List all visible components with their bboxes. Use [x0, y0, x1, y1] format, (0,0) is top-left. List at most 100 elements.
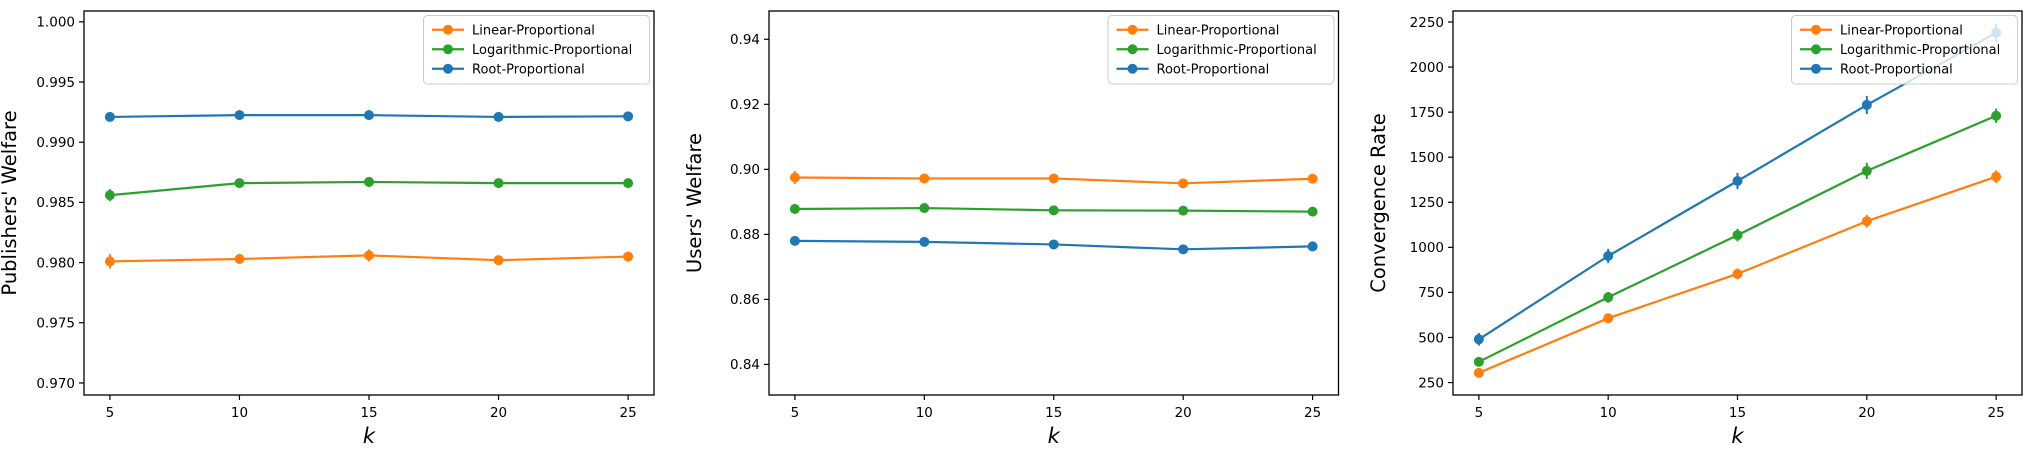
x-tick-label: 5: [1475, 405, 1484, 421]
data-point: [104, 256, 115, 267]
y-tick-label: 1000: [1410, 240, 1444, 256]
publishers-welfare-chart: 0.970 0.975 0.980 0.985 0.990 0.995 1.000 5 10 15…: [0, 10, 655, 448]
data-point: [1603, 292, 1614, 303]
legend-marker: [443, 44, 453, 55]
data-point: [623, 251, 634, 262]
legend-entry: Root-Proportional: [472, 62, 585, 77]
data-point: [1473, 356, 1484, 367]
legend-marker: [1127, 63, 1138, 74]
legend-marker: [1127, 24, 1138, 35]
panel-convergence-rate: 250 500 750 1000 1250 1500 1750 2000 2250 5 10 15 20…: [1354, 0, 2031, 453]
legend-entry: Linear-Proportional: [1157, 23, 1280, 38]
y-axis-label: Publishers' Welfare: [0, 110, 21, 295]
data-point: [234, 178, 245, 189]
data-point: [1178, 244, 1189, 255]
users-welfare-chart: 0.84 0.86 0.88 0.90 0.92 0.94 5 10 15 20 25 k Users'…: [683, 10, 1340, 448]
y-tick-label: 0.84: [730, 357, 760, 373]
data-point: [1603, 251, 1614, 262]
legend-entry: Logarithmic-Proportional: [1840, 43, 2000, 58]
data-point: [1603, 313, 1614, 324]
y-tick-label: 0.990: [36, 135, 75, 151]
x-tick-label: 10: [1600, 405, 1617, 421]
data-point: [1307, 241, 1318, 252]
y-tick-label: 1750: [1410, 105, 1444, 121]
data-point: [234, 110, 245, 121]
data-point: [623, 111, 634, 122]
data-point: [1861, 99, 1872, 110]
x-tick-label: 15: [1045, 405, 1062, 421]
y-tick-label: 0.970: [36, 376, 75, 392]
y-tick-label: 0.94: [730, 32, 760, 48]
y-tick-label: 750: [1418, 285, 1444, 301]
legend: Linear-Proportional Logarithmic-Proportio…: [1107, 15, 1335, 85]
data-point: [234, 253, 245, 264]
data-point: [1732, 176, 1743, 187]
data-point: [1178, 205, 1189, 216]
legend-entry: Logarithmic-Proportional: [472, 43, 632, 58]
x-tick-label: 25: [1304, 405, 1321, 421]
data-point: [1307, 173, 1318, 184]
data-point: [919, 173, 930, 184]
data-point: [1473, 334, 1484, 345]
legend-box: [423, 15, 650, 85]
y-axis-label: Users' Welfare: [683, 133, 706, 273]
x-axis-label: k: [363, 424, 376, 448]
y-tick-label: 0.995: [36, 75, 75, 91]
data-point: [789, 172, 800, 183]
panel-publishers-welfare: 0.970 0.975 0.980 0.985 0.990 0.995 1.000 5 10 15…: [0, 0, 677, 453]
x-tick-label: 10: [231, 405, 248, 421]
data-point: [1048, 205, 1059, 216]
y-tick-label: 1500: [1410, 150, 1444, 166]
x-tick-label: 25: [619, 405, 636, 421]
data-point: [1307, 206, 1318, 217]
y-tick-label: 1.000: [36, 15, 75, 31]
legend-marker: [1127, 44, 1138, 55]
legend-marker: [1811, 63, 1821, 74]
legend-entry: Logarithmic-Proportional: [1157, 43, 1317, 58]
legend-box: [1791, 15, 2018, 85]
y-tick-label: 1250: [1410, 195, 1444, 211]
data-point: [1178, 178, 1189, 189]
data-point: [789, 204, 800, 215]
data-point: [1473, 367, 1484, 378]
x-tick-label: 15: [360, 405, 377, 421]
y-tick-label: 0.92: [730, 97, 760, 113]
y-axis-label: Convergence Rate: [1367, 113, 1390, 292]
data-point: [1861, 165, 1872, 176]
y-tick-label: 0.90: [730, 162, 760, 178]
x-tick-label: 25: [1988, 405, 2005, 421]
data-point: [1048, 239, 1059, 250]
legend-marker: [443, 24, 453, 35]
x-axis-label: k: [1731, 424, 1744, 448]
y-tick-label: 2000: [1410, 60, 1444, 76]
legend-entry: Root-Proportional: [1840, 62, 1953, 77]
y-tick-label: 0.985: [36, 195, 75, 211]
data-point: [1991, 110, 2002, 121]
legend-marker: [443, 63, 453, 74]
y-tick-label: 0.88: [730, 227, 760, 243]
data-point: [919, 203, 930, 214]
data-point: [1048, 173, 1059, 184]
data-point: [493, 178, 504, 189]
x-axis-label: k: [1048, 424, 1061, 448]
y-tick-label: 0.975: [36, 316, 75, 332]
legend-marker: [1811, 24, 1821, 35]
convergence-rate-chart: 250 500 750 1000 1250 1500 1750 2000 2250 5 10 15 20…: [1367, 10, 2023, 448]
x-tick-label: 5: [791, 405, 800, 421]
y-tick-label: 0.86: [730, 292, 760, 308]
legend-marker: [1811, 44, 1821, 55]
data-point: [1732, 268, 1743, 279]
legend-box: [1107, 15, 1335, 85]
y-tick-label: 2250: [1410, 15, 1444, 31]
x-tick-label: 15: [1729, 405, 1746, 421]
y-tick-label: 0.980: [36, 255, 75, 271]
legend-entry: Linear-Proportional: [1840, 23, 1963, 38]
y-tick-label: 250: [1418, 375, 1444, 391]
legend-entry: Linear-Proportional: [472, 23, 595, 38]
data-point: [1732, 230, 1743, 241]
data-point: [1991, 171, 2002, 182]
data-point: [493, 255, 504, 266]
x-tick-label: 20: [1858, 405, 1875, 421]
x-tick-label: 5: [106, 405, 115, 421]
